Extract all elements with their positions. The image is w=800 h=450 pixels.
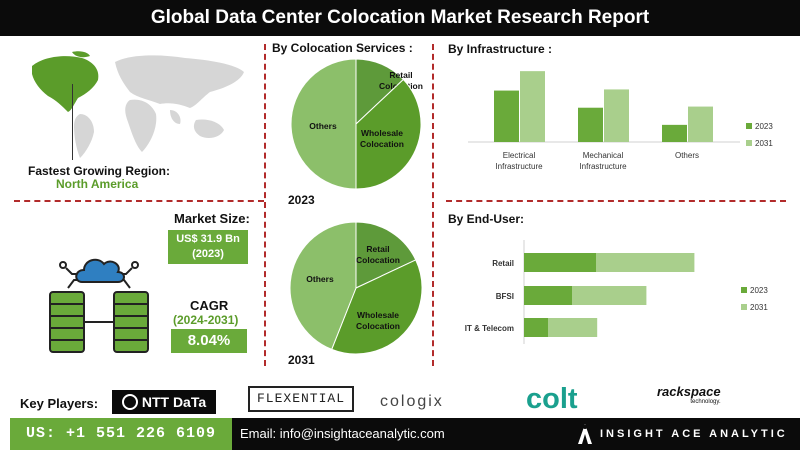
infrastructure-category-label: Mechanical Infrastructure [579,151,627,171]
infrastructure-bar [662,124,687,142]
pie-slice-others [290,58,357,190]
infrastructure-legend-swatch [746,140,752,146]
market-size-box: US$ 31.9 Bn (2023) [168,230,248,264]
pie-label-wholesale-colocation: Wholesale Colocation [360,128,404,149]
pie-label-wholesale-colocation: Wholesale Colocation [356,310,400,331]
key-players-label: Key Players: [20,396,99,411]
world-map-icon [32,51,244,158]
page-title: Global Data Center Colocation Market Res… [0,0,800,36]
end-user-legend-swatch [741,287,747,293]
divider-left-horizontal [14,200,264,202]
pie-slice-others [289,221,357,351]
pie-slice-wholesale-colocation [355,78,422,190]
end-user-category-label: IT & Telecom [465,324,514,333]
footer-contact-bar: Email: info@insightaceanalytic.com INSIG… [232,418,800,450]
end-user-category-label: Retail [492,259,514,268]
infrastructure-legend-label: 2031 [755,139,773,148]
infrastructure-bar [604,89,629,142]
infrastructure-bar [688,106,713,142]
infrastructure-bar-chart: Electrical Infrastructure Mechanical Infras… [468,71,773,171]
ntt-ring-icon [121,394,138,410]
pie-slice-retail-colocation [355,221,417,289]
end-user-bar [524,318,548,337]
services-chart-title: By Colocation Services : [272,41,413,55]
divider-middle [432,44,434,366]
infrastructure-bar [578,107,603,142]
infrastructure-legend-label: 2023 [755,122,773,131]
divider-left [264,44,266,366]
cagr-value: 8.04% [171,329,247,353]
cagr-period: (2024-2031) [173,313,239,327]
end-user-legend-label: 2023 [750,286,768,295]
divider-right-horizontal [446,200,786,202]
infrastructure-chart-title: By Infrastructure : [448,42,553,56]
pie-slice-wholesale-colocation [331,259,423,355]
cagr-label: CAGR [190,298,229,313]
ntt-data-logo: NTT DaTa [112,390,216,414]
infrastructure-category-label: Electrical Infrastructure [495,151,543,171]
end-user-bar [596,253,695,272]
ntt-data-logo-text: NTT DaTa [141,394,207,410]
infrastructure-bar [520,71,545,142]
infrastructure-bar [494,90,519,142]
end-user-legend-swatch [741,304,747,310]
pie-label-others: Others [309,121,337,131]
end-user-bar-chart: Retail BFSI IT & Telecom 2023 2031 [465,240,768,344]
rackspace-logo-sub: technology. [690,399,721,405]
pie-label-others: Others [306,274,334,284]
end-user-legend-label: 2031 [750,303,768,312]
flexential-logo-text: FLEXENTIAL [256,391,345,406]
pie-chart-2031: Retail Colocation Wholesale Colocation Other… [289,221,423,355]
flexential-logo: FLEXENTIAL [248,386,354,412]
rackspace-logo: rackspace technology. [657,384,721,405]
cologix-logo: cologix [380,393,444,410]
insight-ace-logo-icon [578,424,592,444]
infrastructure-category-label: Others [675,151,699,160]
market-size-value: US$ 31.9 Bn [176,233,240,245]
infrastructure-legend-swatch [746,123,752,129]
footer-brand: INSIGHT ACE ANALYTIC [600,428,788,440]
end-user-bar [572,286,647,305]
pie-chart-2023: RetailColocationWholesaleColocationOther… [290,58,423,190]
rackspace-logo-text: rackspace [657,384,721,399]
cloud-server-icon [49,258,149,353]
pie-2023-year: 2023 [288,193,315,207]
region-value: North America [56,177,139,191]
end-user-chart-title: By End-User: [448,212,525,226]
colt-logo: colt [526,383,578,415]
pie-2031-year: 2031 [288,353,315,367]
market-size-label: Market Size: [174,211,250,226]
region-pointer-line [72,84,73,160]
footer-email: Email: info@insightaceanalytic.com [240,426,445,441]
market-size-year: (2023) [192,248,224,260]
footer-phone: US: +1 551 226 6109 [10,418,232,450]
end-user-bar [548,318,598,337]
end-user-bar [524,286,572,305]
end-user-category-label: BFSI [496,292,514,301]
end-user-bar [524,253,596,272]
region-label: Fastest Growing Region: [28,164,171,178]
